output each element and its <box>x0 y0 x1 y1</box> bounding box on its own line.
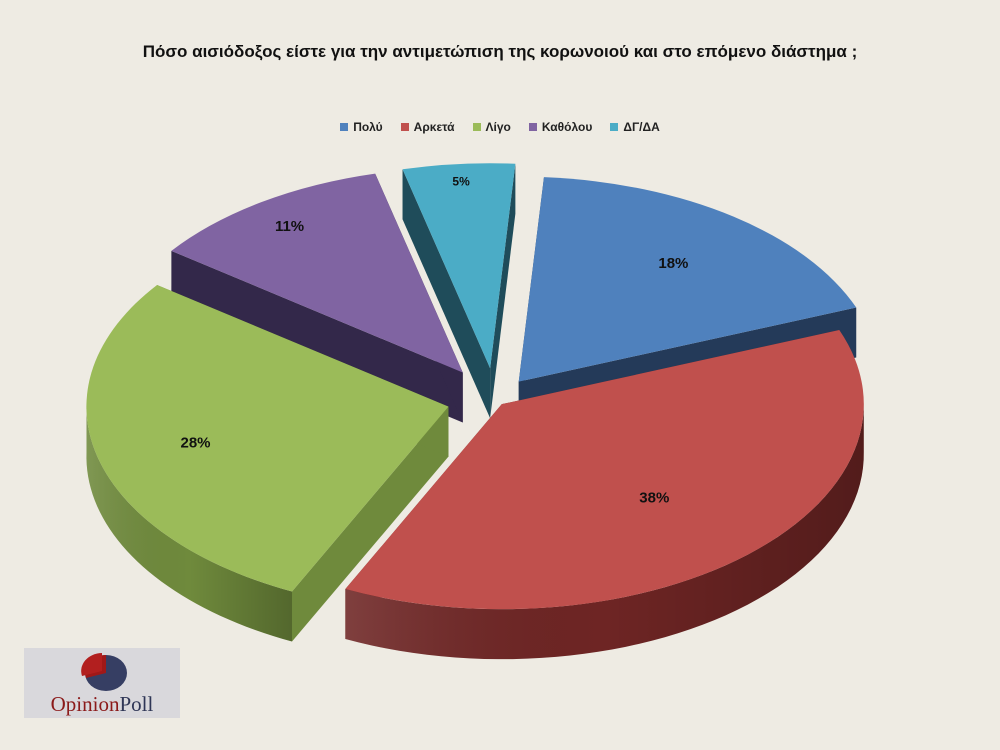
legend-item-ligo: Λίγο <box>472 120 511 134</box>
chart-title: Πόσο αισιόδοξος είστε για την αντιμετώπι… <box>142 42 858 61</box>
slice-top-arketa <box>345 330 864 610</box>
data-label-poly: 18% <box>658 255 688 272</box>
legend-swatch-dgda <box>610 123 619 131</box>
opinion-poll-logo: OpinionPoll <box>24 648 180 718</box>
legend-swatch-poly <box>340 123 349 131</box>
data-label-ligo: 28% <box>181 434 211 451</box>
legend-swatch-ligo <box>472 123 481 131</box>
slice-wall-dgda-1 <box>490 163 516 419</box>
slice-top-dgda <box>402 163 516 369</box>
pie-slice-arketa <box>345 330 864 660</box>
legend-item-dgda: ΔΓ/ΔΑ <box>610 120 660 134</box>
data-label-dgda: 5% <box>452 174 470 188</box>
opinion-poll-pie-icon <box>81 653 127 691</box>
legend-swatch-arketa <box>400 123 409 131</box>
slice-wall-dgda-0 <box>402 169 491 419</box>
data-label-katholou: 11% <box>275 218 304 235</box>
legend-label-ligo: Λίγο <box>485 120 511 134</box>
logo-text-poll: Poll <box>119 692 154 716</box>
legend-item-arketa: Αρκετά <box>400 120 455 134</box>
legend-item-poly: Πολύ <box>340 120 383 134</box>
slice-top-poly <box>518 177 857 382</box>
slice-top-ligo <box>86 284 449 592</box>
pie-slice-katholou <box>171 173 463 423</box>
slice-wall-ligo-0 <box>292 406 449 642</box>
logo-wordmark: OpinionPoll <box>24 692 180 717</box>
legend-item-katholou: Καθόλου <box>528 120 593 134</box>
legend-label-dgda: ΔΓ/ΔΑ <box>623 120 660 134</box>
data-label-arketa: 38% <box>639 489 669 506</box>
slice-wall-katholou-0 <box>171 250 463 423</box>
slice-top-katholou <box>171 173 463 373</box>
legend-label-arketa: Αρκετά <box>413 120 455 134</box>
legend-swatch-katholou <box>528 123 537 131</box>
chart-legend: Πολύ Αρκετά Λίγο Καθόλου ΔΓ/ΔΑ <box>0 120 1000 134</box>
legend-label-katholou: Καθόλου <box>541 120 593 134</box>
legend-label-poly: Πολύ <box>353 120 383 134</box>
pie-slice-ligo <box>86 284 449 642</box>
logo-text-opinion: Opinion <box>50 692 120 716</box>
pie-slice-dgda <box>402 163 516 419</box>
